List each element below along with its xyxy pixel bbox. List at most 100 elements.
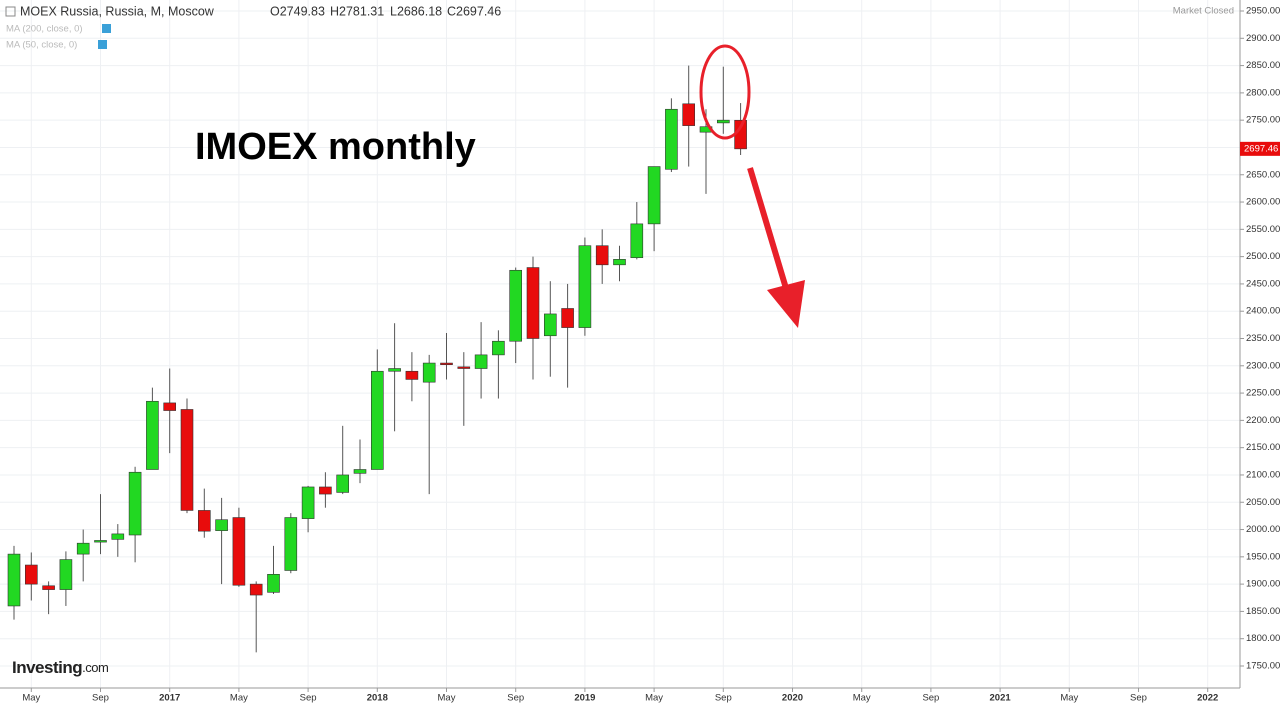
y-tick-label: 2150.00 [1246, 442, 1280, 453]
y-tick-label: 2350.00 [1246, 333, 1280, 344]
logo: Investing.com [12, 658, 108, 677]
highlight-ellipse [699, 44, 751, 140]
x-tick-label: May [230, 693, 248, 704]
candle-body [301, 486, 315, 519]
y-tick-label: 1850.00 [1246, 606, 1280, 617]
indicator-icon[interactable] [98, 40, 107, 49]
x-tick-label: 2020 [782, 693, 803, 704]
logo-suffix: .com [82, 660, 108, 675]
candle-body [198, 510, 211, 532]
y-tick-label: 2800.00 [1246, 87, 1280, 98]
candle-body [7, 553, 21, 607]
x-tick-label: 2021 [990, 693, 1012, 704]
candle-body [595, 245, 609, 266]
candle-body [370, 370, 384, 470]
last-price-label: 2697.46 [1244, 143, 1278, 154]
x-tick-label: 2018 [367, 693, 388, 704]
ohlc-close: C2697.46 [447, 4, 501, 18]
candle-body [163, 402, 176, 411]
candle-body [94, 540, 107, 543]
candle-body [422, 362, 436, 383]
candle-body [232, 517, 246, 586]
indicator: MA (200, close, 0) [6, 24, 83, 35]
y-tick-label: 2450.00 [1246, 278, 1280, 289]
y-tick-label: 2600.00 [1246, 197, 1280, 208]
y-tick-label: 2050.00 [1246, 497, 1280, 508]
y-tick-label: 1750.00 [1246, 661, 1280, 672]
candle-body [319, 486, 332, 495]
x-tick-label: May [438, 693, 456, 704]
logo-brand: Investing [12, 658, 82, 677]
market-status: Market Closed [1173, 6, 1234, 17]
arrow-shaft [747, 167, 791, 296]
candle-body [180, 409, 194, 511]
ohlc-open: O2749.83 [270, 4, 325, 18]
y-tick-label: 2650.00 [1246, 169, 1280, 180]
y-tick-label: 2400.00 [1246, 306, 1280, 317]
candle-body [24, 564, 38, 585]
candle-body [526, 267, 540, 339]
candle-body [215, 519, 228, 531]
y-tick-label: 1800.00 [1246, 633, 1280, 644]
candle-body [76, 542, 90, 555]
candle-body [128, 471, 142, 536]
symbol: MOEX Russia, Russia, M, Moscow [20, 4, 215, 18]
candle-body [509, 269, 523, 342]
indicator-icon[interactable] [102, 24, 111, 33]
indicator: MA (50, close, 0) [6, 40, 77, 51]
ohlc-high: H2781.31 [330, 4, 384, 18]
arrow-head [767, 280, 805, 328]
y-tick-label: 2250.00 [1246, 388, 1280, 399]
collapse-icon[interactable] [5, 6, 16, 17]
x-tick-label: 2017 [159, 693, 180, 704]
candle-body [613, 259, 626, 266]
candle-body [682, 103, 696, 126]
x-tick-label: May [1060, 693, 1078, 704]
candle-body [42, 585, 55, 590]
y-tick-label: 2900.00 [1246, 33, 1280, 44]
candle-body [457, 366, 471, 369]
x-tick-label: Sep [1130, 693, 1147, 704]
y-tick-label: 2500.00 [1246, 251, 1280, 262]
candle-body [578, 245, 592, 328]
y-tick-label: 1950.00 [1246, 551, 1280, 562]
annotation: IMOEX monthly [195, 126, 476, 168]
candle-body [474, 354, 488, 369]
y-tick-label: 1900.00 [1246, 579, 1280, 590]
candle-body [284, 517, 298, 571]
candle-body [543, 313, 557, 337]
candle-body [492, 340, 505, 356]
candle-body [146, 400, 159, 470]
candle-body [405, 370, 419, 380]
x-tick-label: May [22, 693, 40, 704]
candle-body [353, 469, 367, 474]
candle-body [665, 108, 678, 170]
x-tick-label: 2019 [574, 693, 595, 704]
ohlc-low: L2686.18 [390, 4, 442, 18]
y-tick-label: 2850.00 [1246, 60, 1280, 71]
candles [7, 65, 747, 653]
x-tick-label: Sep [922, 693, 939, 704]
y-tick-label: 2550.00 [1246, 224, 1280, 235]
candle-body [111, 533, 125, 540]
y-tick-label: 2200.00 [1246, 415, 1280, 426]
x-tick-label: 2022 [1197, 693, 1218, 704]
candle-body [561, 308, 574, 328]
candle-body [249, 583, 263, 596]
candle-body [267, 573, 280, 593]
x-tick-label: Sep [507, 693, 524, 704]
x-tick-label: Sep [715, 693, 732, 704]
candle-body [647, 166, 661, 225]
candle-body [388, 368, 401, 372]
candle-body [440, 362, 453, 365]
candle-body [630, 223, 644, 259]
x-tick-label: Sep [92, 693, 109, 704]
x-tick-label: Sep [300, 693, 317, 704]
y-tick-label: 2950.00 [1246, 6, 1280, 17]
y-tick-label: 2100.00 [1246, 469, 1280, 480]
candle-body [716, 119, 730, 124]
y-tick-label: 2750.00 [1246, 115, 1280, 126]
y-tick-label: 2300.00 [1246, 360, 1280, 371]
x-tick-label: May [853, 693, 871, 704]
